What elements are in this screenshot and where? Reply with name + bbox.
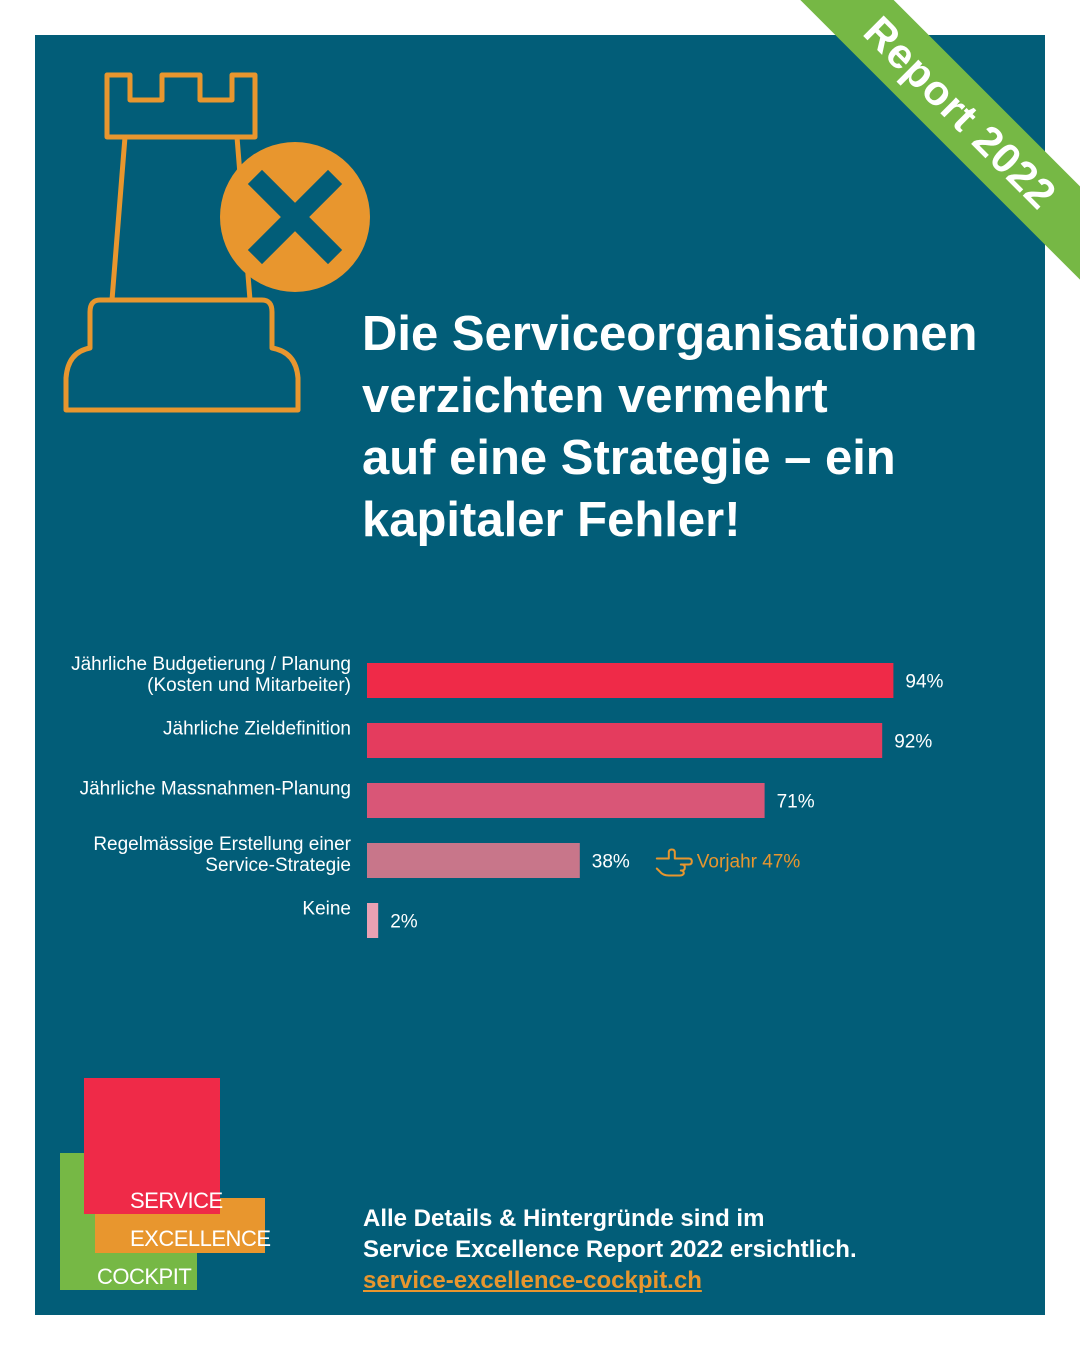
- logo-square-red: [84, 1078, 220, 1214]
- close-circle-icon: [220, 142, 370, 292]
- website-link[interactable]: service-excellence-cockpit.ch: [363, 1267, 702, 1294]
- logo-text-excellence: EXCELLENCE: [130, 1226, 271, 1251]
- logo-text-cockpit: COCKPIT: [97, 1264, 192, 1289]
- headline-line: kapitaler Fehler!: [362, 493, 741, 547]
- bar-value-label: 38%: [592, 852, 630, 873]
- category-label: (Kosten und Mitarbeiter): [147, 675, 351, 696]
- bar: [367, 723, 883, 758]
- previous-year-annotation: Vorjahr 47%: [697, 852, 801, 873]
- bar: [367, 783, 765, 818]
- category-label: Jährliche Budgetierung / Planung: [71, 654, 351, 675]
- headline-line: Die Serviceorganisationen: [362, 307, 978, 361]
- bar-value-label: 71%: [777, 792, 815, 813]
- category-label: Jährliche Massnahmen-Planung: [80, 779, 351, 800]
- category-label: Keine: [302, 899, 351, 920]
- footer: Alle Details & Hintergründe sind im Serv…: [363, 1203, 857, 1296]
- logo-text-service: SERVICE: [130, 1188, 223, 1213]
- bar: [367, 663, 894, 698]
- bar-value-label: 92%: [894, 732, 932, 753]
- footer-line: Service Excellence Report 2022 ersichtli…: [363, 1236, 857, 1263]
- bar-value-label: 2%: [390, 912, 418, 933]
- headline-line: verzichten vermehrt: [362, 369, 828, 423]
- bar-value-label: 94%: [905, 672, 943, 693]
- category-label: Service-Strategie: [205, 855, 351, 876]
- pointing-hand-icon: [655, 848, 693, 877]
- service-excellence-cockpit-logo: SERVICE EXCELLENCE COCKPIT: [60, 1078, 271, 1290]
- headline-line: auf eine Strategie – ein: [362, 431, 896, 485]
- footer-line: Alle Details & Hintergründe sind im: [363, 1205, 765, 1232]
- bar: [367, 843, 580, 878]
- chess-rook-icon: [63, 72, 370, 413]
- bar: [367, 903, 379, 938]
- category-label: Jährliche Zieldefinition: [163, 719, 351, 740]
- headline: Die Serviceorganisationen verzichten ver…: [362, 303, 1052, 551]
- category-label: Regelmässige Erstellung einer: [93, 834, 351, 855]
